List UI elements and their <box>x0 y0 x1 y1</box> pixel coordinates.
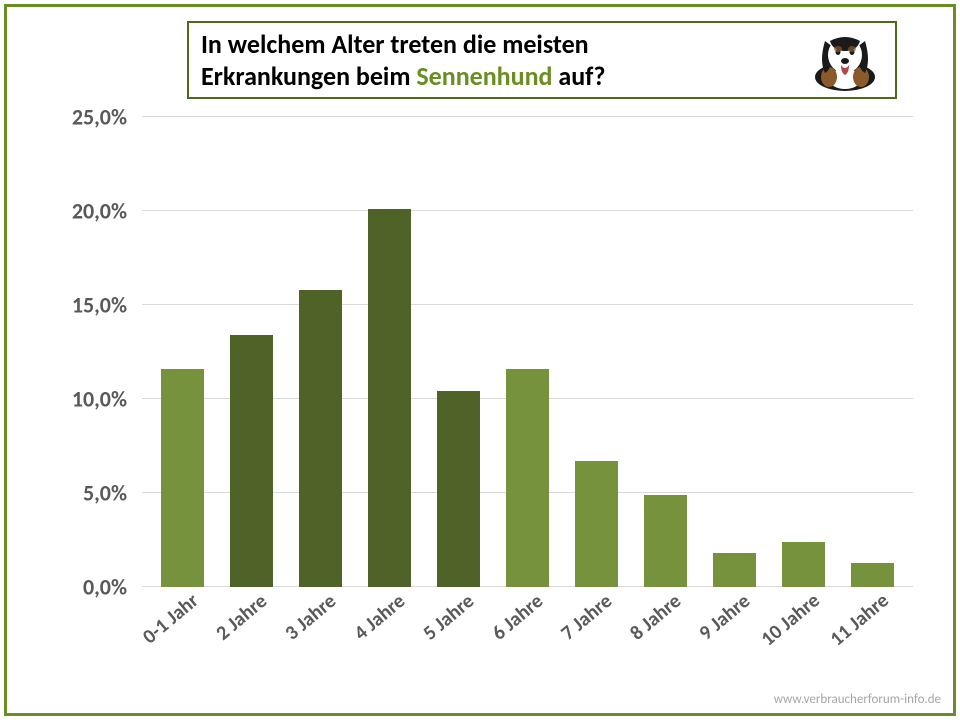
title-line1: In welchem Alter treten die meisten <box>201 28 589 60</box>
y-tick-label: 5,0% <box>37 480 137 507</box>
dog-icon <box>805 27 885 93</box>
title-line2-pre: Erkrankungen beim <box>201 60 416 92</box>
x-label-slot: 8 Jahre <box>631 587 700 677</box>
x-label-slot: 7 Jahre <box>562 587 631 677</box>
plot-area <box>142 117 913 587</box>
x-label-slot: 5 Jahre <box>424 587 493 677</box>
title-line2-post: auf? <box>553 60 606 92</box>
x-tick-label: 3 Jahre <box>280 589 341 645</box>
bar-slot <box>493 117 562 587</box>
y-tick-label: 15,0% <box>37 292 137 319</box>
x-tick-label: 4 Jahre <box>349 589 410 645</box>
x-tick-label: 6 Jahre <box>487 589 548 645</box>
bar <box>368 209 411 587</box>
bar-slot <box>562 117 631 587</box>
x-axis-labels: 0-1 Jahr2 Jahre3 Jahre4 Jahre5 Jahre6 Ja… <box>142 587 913 677</box>
bar <box>230 335 273 587</box>
bars-container <box>142 117 913 587</box>
y-tick-label: 20,0% <box>37 198 137 225</box>
x-label-slot: 11 Jahre <box>838 587 907 677</box>
y-tick-label: 25,0% <box>37 104 137 131</box>
bar <box>782 542 825 587</box>
x-label-slot: 6 Jahre <box>493 587 562 677</box>
x-label-slot: 2 Jahre <box>217 587 286 677</box>
x-tick-label: 0-1 Jahr <box>138 589 203 649</box>
y-tick-label: 0,0% <box>37 574 137 601</box>
bar-chart: 0-1 Jahr2 Jahre3 Jahre4 Jahre5 Jahre6 Ja… <box>37 117 923 677</box>
x-tick-label: 9 Jahre <box>694 589 755 645</box>
bar-slot <box>286 117 355 587</box>
bar <box>506 369 549 587</box>
x-label-slot: 0-1 Jahr <box>148 587 217 677</box>
bar-slot <box>148 117 217 587</box>
title-box: In welchem Alter treten die meisten Erkr… <box>187 21 897 99</box>
bar <box>644 495 687 587</box>
bar-slot <box>424 117 493 587</box>
bar <box>161 369 204 587</box>
x-label-slot: 3 Jahre <box>286 587 355 677</box>
bar <box>575 461 618 587</box>
bar <box>299 290 342 587</box>
x-tick-label: 8 Jahre <box>625 589 686 645</box>
bar-slot <box>355 117 424 587</box>
source-url: www.verbraucherforum-info.de <box>774 692 941 707</box>
x-tick-label: 2 Jahre <box>211 589 272 645</box>
title-highlight: Sennenhund <box>416 60 552 92</box>
bar-slot <box>700 117 769 587</box>
bar <box>437 391 480 587</box>
bar-slot <box>217 117 286 587</box>
y-tick-label: 10,0% <box>37 386 137 413</box>
bar <box>713 553 756 587</box>
bar-slot <box>769 117 838 587</box>
chart-title: In welchem Alter treten die meisten Erkr… <box>201 28 805 93</box>
bar-slot <box>838 117 907 587</box>
x-tick-label: 5 Jahre <box>418 589 479 645</box>
outer-frame: In welchem Alter treten die meisten Erkr… <box>4 4 956 716</box>
x-tick-label: 7 Jahre <box>556 589 617 645</box>
bar-slot <box>631 117 700 587</box>
bar <box>851 563 894 587</box>
x-label-slot: 4 Jahre <box>355 587 424 677</box>
